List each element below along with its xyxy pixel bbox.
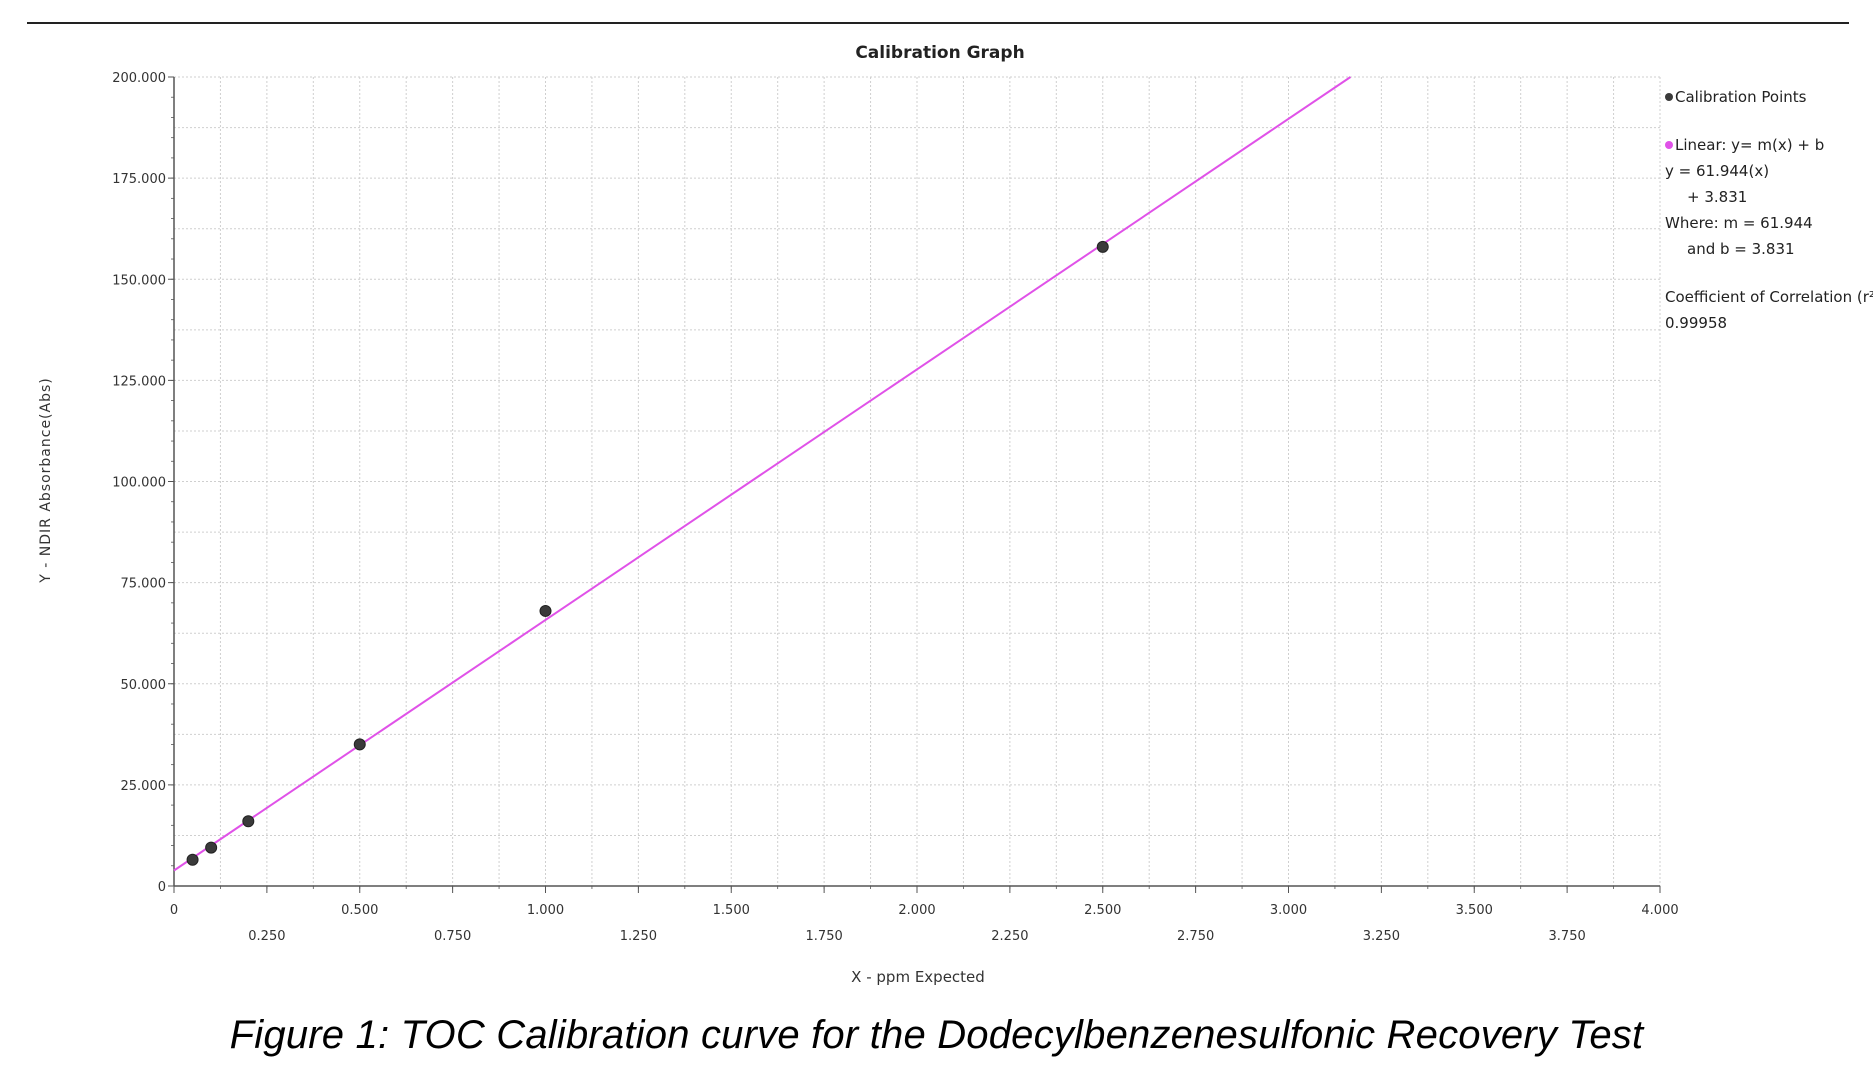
legend-points-label: Calibration Points — [1675, 88, 1807, 106]
calibration-point — [1096, 240, 1109, 253]
x-tick-label: 0 — [170, 903, 178, 918]
legend-item-linear: Linear: y= m(x) + b — [1665, 132, 1870, 158]
x-tick-label: 0.500 — [341, 903, 378, 918]
y-tick-label: 25.000 — [121, 779, 167, 794]
calibration-point — [242, 815, 255, 828]
chart-title: Calibration Graph — [855, 43, 1024, 63]
y-tick-label: 125.000 — [112, 374, 166, 389]
x-tick-label: 2.750 — [1177, 929, 1214, 944]
figure-caption: Figure 1: TOC Calibration curve for the … — [229, 1013, 1644, 1057]
x-tick-label: 2.250 — [991, 929, 1028, 944]
x-tick-label: 1.750 — [806, 929, 843, 944]
legend-corr-line2: 0.99958 — [1665, 314, 1728, 332]
points-swatch-icon — [1665, 93, 1673, 101]
legend: Calibration Points Linear: y= m(x) + b y… — [1665, 84, 1873, 336]
y-tick-label: 150.000 — [112, 273, 166, 288]
x-tick-label: 0.250 — [248, 929, 285, 944]
linear-fit-line — [173, 76, 1352, 872]
y-tick-label: 175.000 — [112, 172, 166, 187]
x-tick-label: 2.500 — [1084, 903, 1121, 918]
x-tick-label: 3.750 — [1549, 929, 1586, 944]
legend-where-line2: and b = 3.831 — [1687, 240, 1795, 258]
x-tick-label: 2.000 — [898, 903, 935, 918]
legend-eq-line2: + 3.831 — [1687, 188, 1748, 206]
points-layer — [186, 240, 1109, 866]
legend-item-points: Calibration Points — [1665, 84, 1870, 110]
y-tick-label: 75.000 — [121, 577, 167, 592]
calibration-point — [205, 841, 218, 854]
y-tick-label: 100.000 — [112, 476, 166, 491]
x-tick-label: 3.500 — [1456, 903, 1493, 918]
x-tick-label: 1.000 — [527, 903, 564, 918]
calibration-point — [539, 604, 552, 617]
y-tick-label: 0 — [158, 880, 166, 895]
x-tick-label: 4.000 — [1641, 903, 1678, 918]
x-tick-label: 3.000 — [1270, 903, 1307, 918]
calibration-point — [186, 853, 199, 866]
linear-swatch-icon — [1665, 141, 1673, 149]
legend-linear-label: Linear: y= m(x) + b — [1675, 136, 1825, 154]
x-axis-label: X - ppm Expected — [851, 968, 985, 986]
y-tick-label: 200.000 — [112, 71, 166, 86]
legend-eq-line1: y = 61.944(x) — [1665, 162, 1770, 180]
calibration-point — [353, 738, 366, 751]
fit-line-layer — [173, 76, 1352, 872]
x-tick-label: 0.750 — [434, 929, 471, 944]
y-tick-label: 50.000 — [121, 678, 167, 693]
grid-layer — [173, 76, 1661, 887]
top-rule — [27, 22, 1849, 24]
x-tick-label: 1.500 — [713, 903, 750, 918]
x-tick-label: 3.250 — [1363, 929, 1400, 944]
x-tick-label: 1.250 — [620, 929, 657, 944]
y-axis-label: Y - NDIR Absorbance(Abs) — [38, 377, 54, 583]
legend-corr-line1: Coefficient of Correlation (r²) = — [1665, 288, 1873, 306]
ticks-layer: 0 25.000 50.000 75.000 100.000 125.000 150.000… — [112, 71, 1678, 944]
legend-where-line1: Where: m = 61.944 — [1665, 214, 1813, 232]
